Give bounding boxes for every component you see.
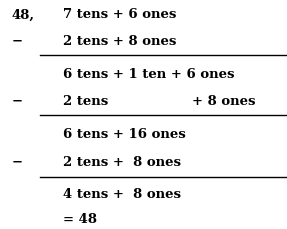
Text: 48,: 48, — [11, 8, 34, 21]
Text: 4 tens +  8 ones: 4 tens + 8 ones — [63, 187, 181, 200]
Text: + 8 ones: + 8 ones — [192, 94, 256, 107]
Text: 2 tens: 2 tens — [63, 94, 108, 107]
Text: 6 tens + 16 ones: 6 tens + 16 ones — [63, 128, 186, 140]
Text: −: − — [11, 155, 23, 168]
Text: 2 tens + 8 ones: 2 tens + 8 ones — [63, 35, 177, 48]
Text: 2 tens +  8 ones: 2 tens + 8 ones — [63, 155, 181, 168]
Text: −: − — [11, 94, 23, 107]
Text: 6 tens + 1 ten + 6 ones: 6 tens + 1 ten + 6 ones — [63, 68, 235, 81]
Text: 7 tens + 6 ones: 7 tens + 6 ones — [63, 8, 177, 21]
Text: = 48: = 48 — [63, 212, 97, 225]
Text: −: − — [11, 35, 23, 48]
